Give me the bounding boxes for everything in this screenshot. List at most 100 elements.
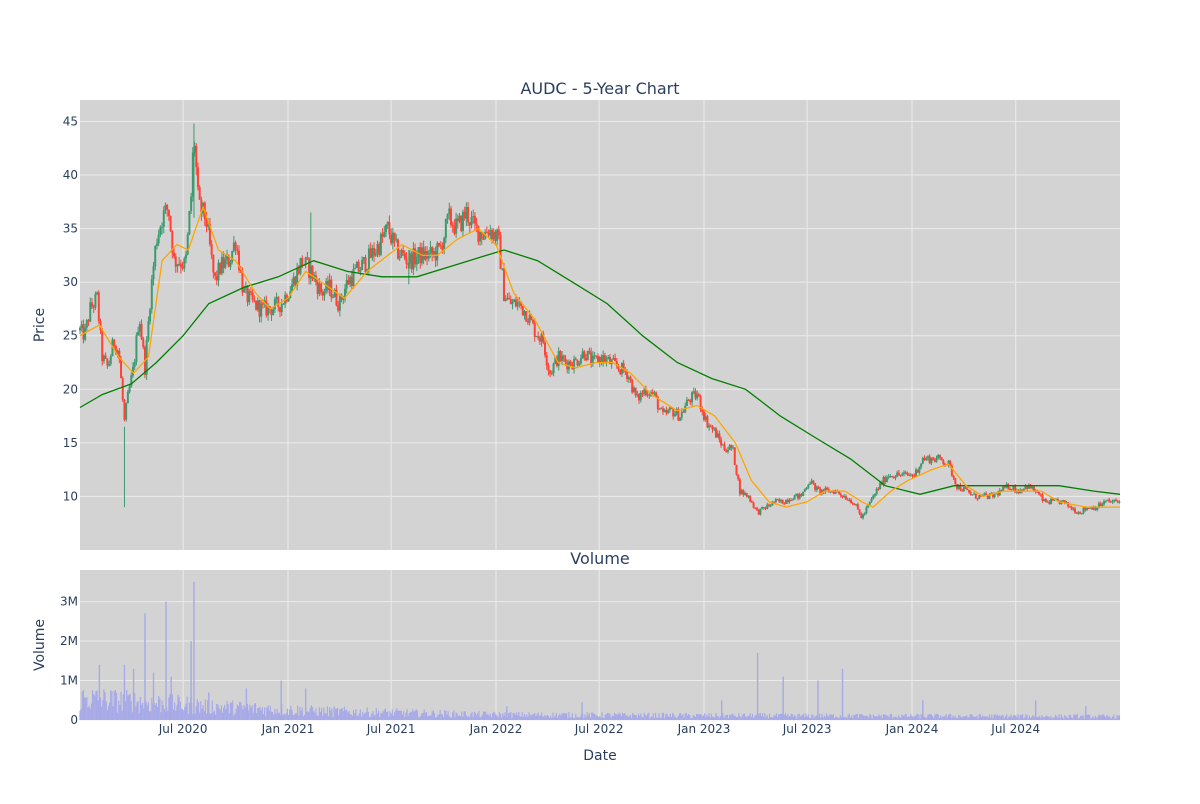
volume-bar — [852, 718, 854, 720]
volume-bar — [107, 705, 110, 720]
volume-bar — [207, 700, 209, 720]
candle-body — [296, 268, 299, 286]
candle-body — [323, 291, 326, 296]
volume-bar — [381, 713, 383, 720]
candle-body — [258, 300, 261, 317]
candle-body — [1044, 498, 1047, 502]
volume-bar — [820, 717, 822, 720]
candle-body — [468, 222, 471, 226]
candle-body — [759, 508, 762, 515]
candle-body — [629, 377, 632, 380]
candle-body — [290, 284, 293, 292]
volume-bar — [1091, 717, 1093, 720]
volume-bar — [584, 714, 586, 720]
volume-bar — [432, 710, 434, 720]
candle-body — [361, 259, 364, 271]
candle-body — [600, 357, 603, 363]
volume-bar — [774, 715, 776, 720]
volume-bar — [693, 715, 695, 720]
volume-bar — [944, 715, 946, 720]
volume-bar — [428, 715, 430, 720]
volume-bar — [888, 717, 890, 720]
volume-bar — [735, 717, 738, 720]
volume-bar — [767, 718, 769, 720]
candle-body — [978, 495, 981, 499]
volume-bar — [273, 714, 275, 720]
volume-bar — [657, 717, 659, 720]
candle-body — [962, 487, 965, 492]
volume-bar — [452, 712, 454, 720]
volume-spike-bar — [245, 688, 248, 720]
volume-bar — [291, 709, 293, 720]
volume-bar — [224, 704, 226, 720]
volume-bar — [933, 718, 935, 720]
volume-bar — [600, 717, 602, 720]
volume-bar — [352, 710, 355, 720]
volume-bar — [928, 714, 930, 720]
candle-body — [1022, 488, 1025, 492]
volume-bar — [688, 713, 690, 720]
volume-bar — [771, 717, 773, 720]
price-candles — [79, 123, 1121, 520]
volume-bar — [829, 714, 831, 720]
volume-bar — [544, 714, 546, 720]
volume-bar — [698, 714, 700, 720]
volume-bar — [1061, 717, 1064, 720]
volume-spike-bar — [1085, 706, 1087, 720]
candle-body — [181, 266, 184, 269]
candle-body — [721, 444, 724, 446]
candle-body — [347, 279, 350, 285]
candle-body — [803, 489, 806, 492]
candle-body — [333, 289, 336, 298]
volume-bar — [169, 693, 171, 720]
volume-bar — [368, 717, 371, 720]
candle-body — [509, 299, 512, 305]
candle-body — [1080, 513, 1083, 515]
candle-body — [735, 464, 738, 475]
volume-bar — [676, 717, 678, 720]
candle-body — [561, 355, 564, 362]
candle-body — [497, 229, 500, 236]
volume-bar — [292, 715, 294, 720]
volume-bar — [374, 714, 376, 720]
volume-bar — [217, 704, 219, 720]
candle-body — [850, 499, 853, 504]
candle-body — [357, 262, 360, 272]
candle-body — [788, 499, 791, 503]
volume-bar — [103, 689, 105, 720]
volume-bar — [843, 717, 845, 720]
candle-body — [1101, 504, 1104, 506]
candle-body — [843, 496, 846, 498]
volume-bar — [518, 711, 520, 720]
volume-bar — [474, 712, 477, 720]
volume-bar — [117, 712, 119, 720]
candle-body — [1087, 508, 1090, 510]
volume-bar — [1002, 715, 1004, 720]
volume-bar — [678, 713, 681, 720]
volume-bar — [412, 709, 414, 720]
candle-body — [1050, 498, 1053, 505]
volume-bar — [568, 712, 570, 720]
candle-body — [713, 428, 716, 430]
candle-body — [908, 474, 911, 476]
volume-bar — [567, 717, 569, 720]
candle-body — [1000, 490, 1003, 492]
candle-body — [762, 506, 765, 508]
volume-bar — [968, 717, 970, 720]
volume-bar — [560, 715, 562, 720]
volume-bar — [956, 717, 959, 720]
candle-body — [986, 495, 989, 499]
volume-bar — [1003, 718, 1005, 720]
volume-bar — [359, 709, 361, 720]
volume-bar — [836, 716, 838, 720]
volume-bar — [856, 713, 858, 720]
volume-bar — [912, 717, 914, 720]
volume-bar — [140, 704, 143, 720]
candle-body — [942, 460, 945, 465]
candle-body — [219, 262, 222, 274]
candle-body — [545, 355, 548, 366]
candle-body — [521, 306, 524, 316]
volume-bar — [197, 702, 200, 720]
volume-bar — [313, 711, 315, 720]
candle-body — [591, 355, 594, 364]
